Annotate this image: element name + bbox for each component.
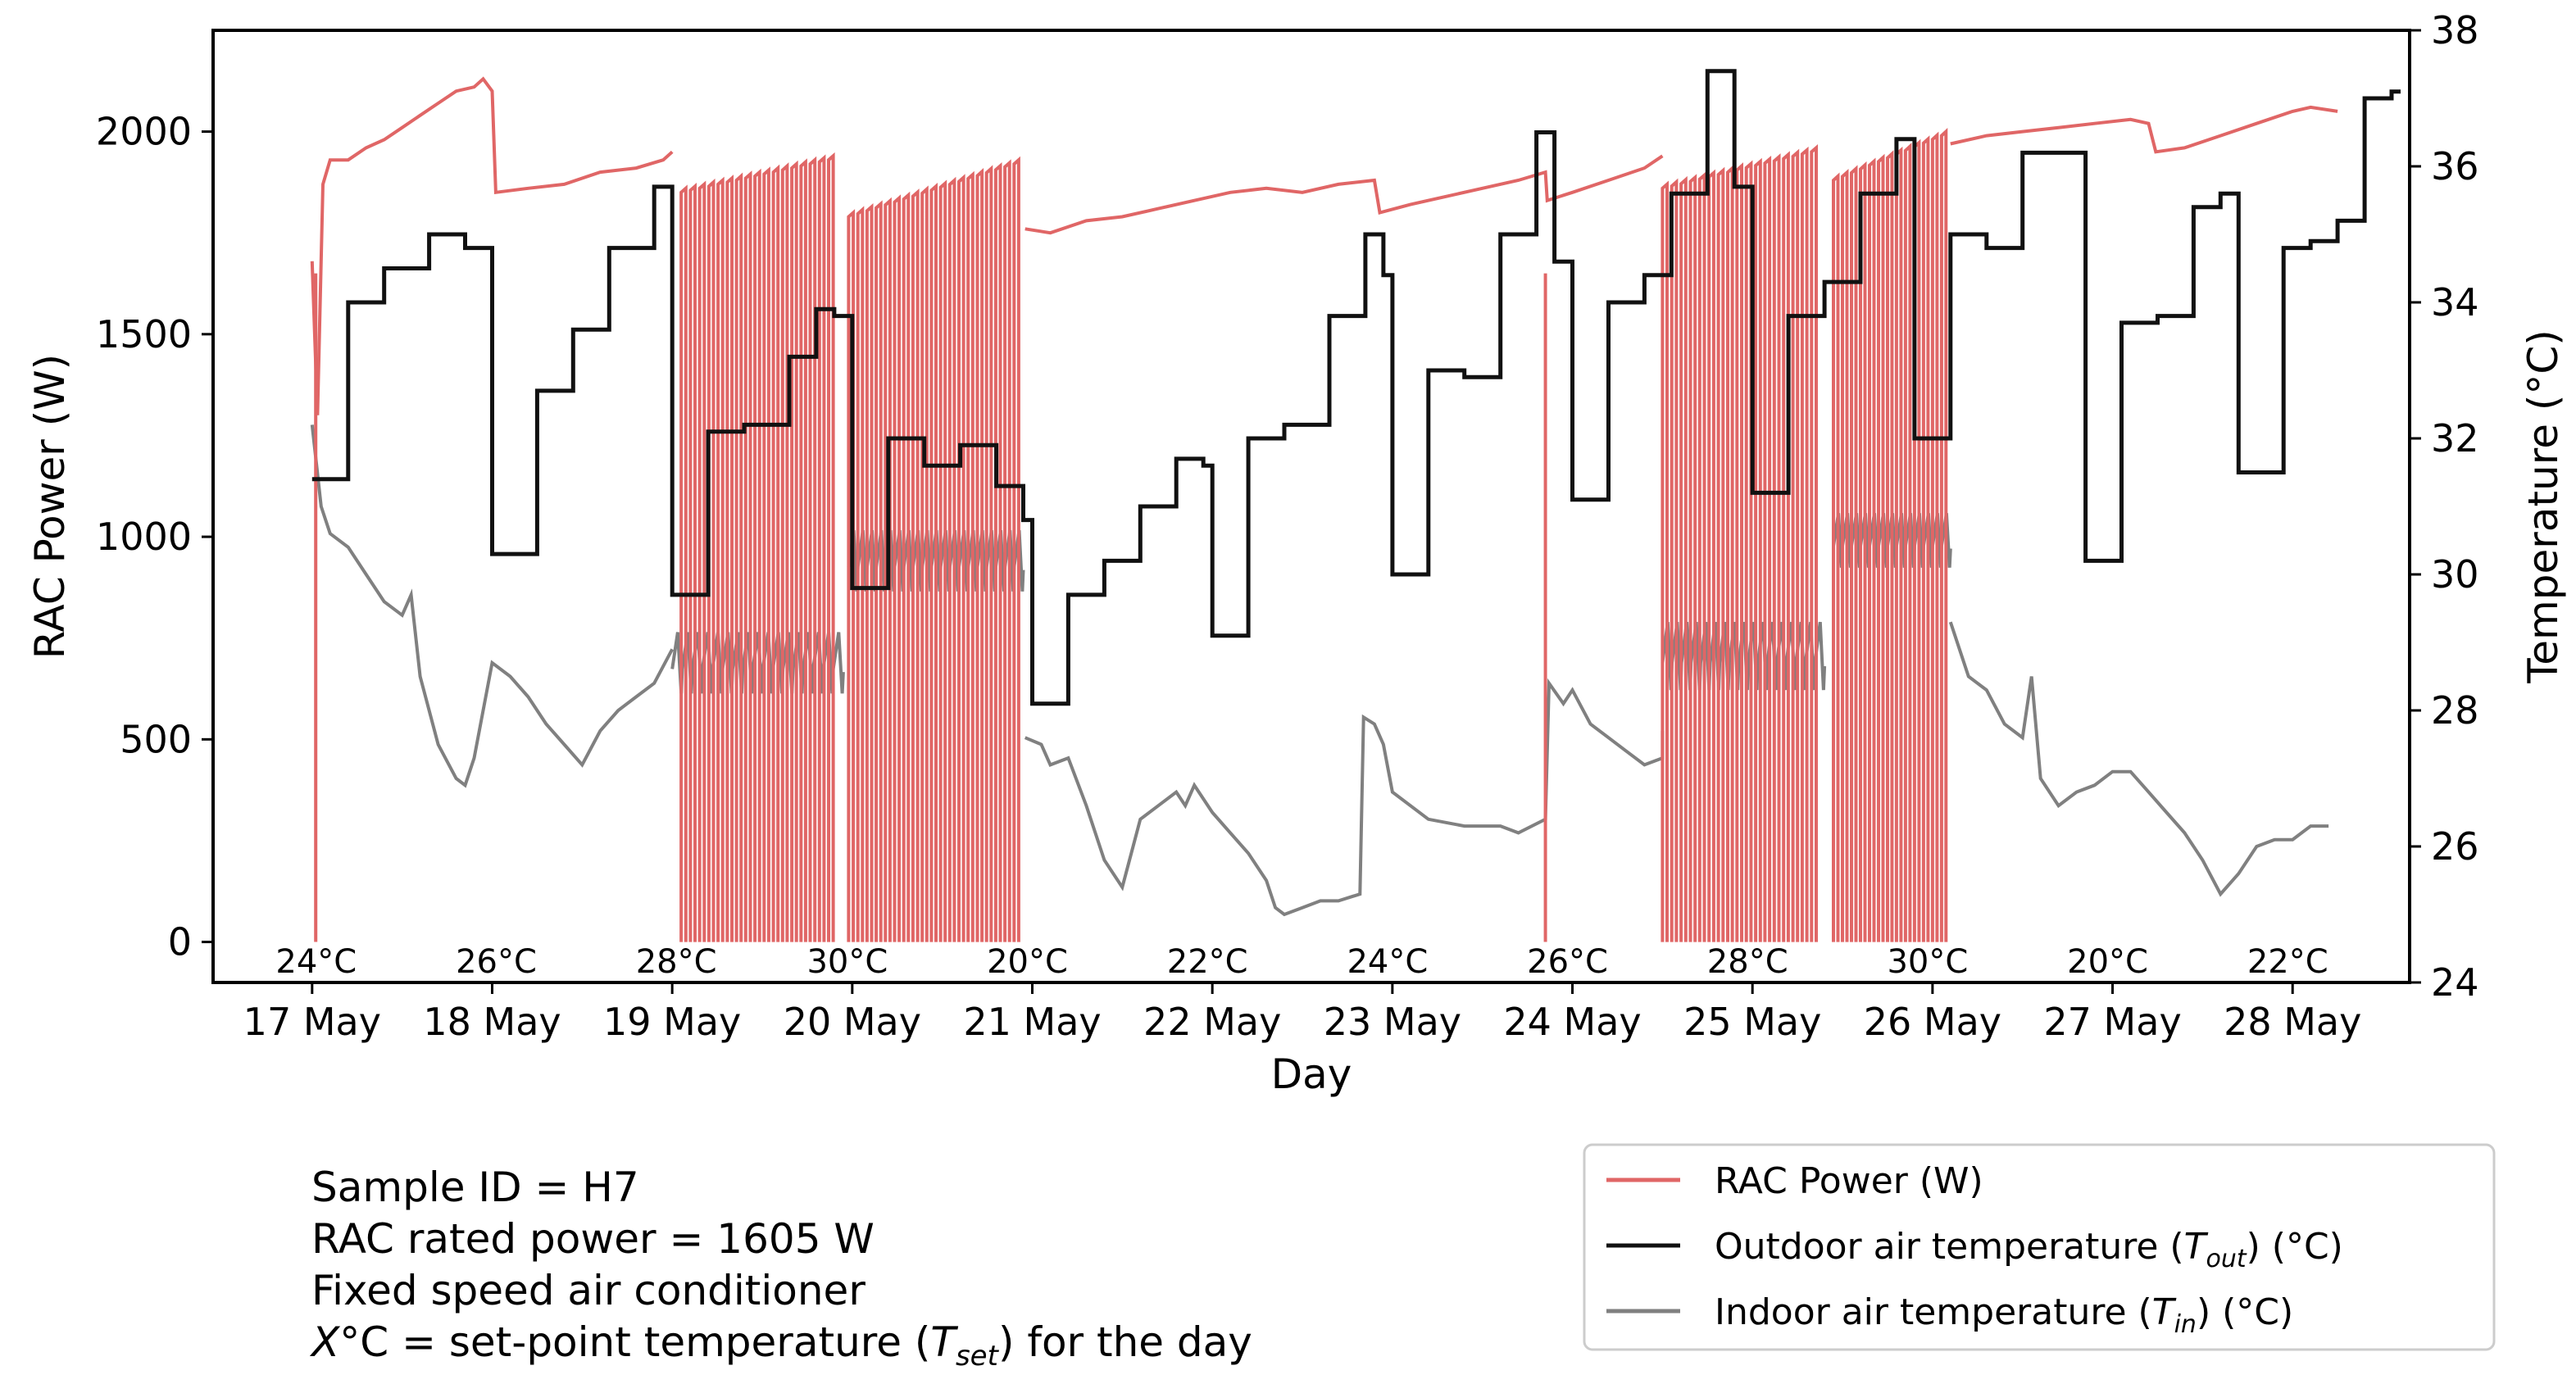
power-cycling-2 xyxy=(1661,144,1818,942)
y-right-tick-label-5: 34 xyxy=(2431,280,2479,324)
y-right-tick-label-0: 24 xyxy=(2431,960,2479,1005)
setpoint-label-5: 22°C xyxy=(1167,943,1248,981)
info-t-sub: set xyxy=(955,1340,998,1373)
info-rated-power: RAC rated power = 1605 W xyxy=(311,1215,875,1263)
plot-area xyxy=(310,69,2401,942)
info-ac-type: Fixed speed air conditioner xyxy=(311,1267,865,1314)
setpoint-label-7: 26°C xyxy=(1527,943,1608,981)
y-axis-left-label: RAC Power (W) xyxy=(26,354,74,659)
y-left-tick-label-2: 1000 xyxy=(96,515,192,559)
legend-frame xyxy=(1583,1143,2496,1351)
legend-outdoor-tail: ) (°C) xyxy=(2247,1226,2343,1268)
y-right-tick-label-7: 38 xyxy=(2431,8,2479,52)
indoor-temp-cycling-0 xyxy=(670,632,845,694)
info-x-var: X xyxy=(311,1318,340,1366)
power-line-1 xyxy=(1024,154,1664,235)
indoor-temp-line-2 xyxy=(1948,621,2329,897)
indoor-temp-line-0 xyxy=(310,424,674,788)
x-tick-label-10: 27 May xyxy=(2043,1000,2181,1044)
x-tick-label-4: 21 May xyxy=(963,1000,1101,1044)
y-axis-left: 0 500 1000 1500 2000 xyxy=(96,110,213,964)
x-axis: 17 May 18 May 19 May 20 May 21 May 22 May 23 M… xyxy=(243,982,2361,1044)
y-right-tick-label-4: 32 xyxy=(2431,416,2479,461)
x-tick-label-6: 23 May xyxy=(1324,1000,1461,1044)
setpoint-label-2: 28°C xyxy=(636,943,717,981)
y-right-tick-label-1: 26 xyxy=(2431,824,2479,869)
y-axis-right: 24 26 28 30 32 34 36 38 xyxy=(2410,8,2479,1005)
legend-indoor-text: Indoor air temperature ( xyxy=(1715,1291,2152,1333)
legend-indoor-var: T xyxy=(2152,1291,2177,1333)
y-axis-right-label: Temperature (°C) xyxy=(2519,329,2567,684)
legend-indoor-tail: ) (°C) xyxy=(2197,1291,2293,1333)
plot-frame xyxy=(211,29,2411,984)
x-tick-label-11: 28 May xyxy=(2224,1000,2361,1044)
setpoint-labels: 24°C 26°C 28°C 30°C 20°C 22°C 24°C 26°C 28°C 30°C… xyxy=(275,943,2328,981)
x-tick-label-3: 20 May xyxy=(784,1000,921,1044)
legend-outdoor-var: T xyxy=(2184,1226,2209,1268)
x-tick-label-8: 25 May xyxy=(1683,1000,1821,1044)
legend-label-outdoor: Outdoor air temperature (Tout) (°C) xyxy=(1715,1226,2343,1273)
legend: RAC Power (W) Outdoor air temperature (T… xyxy=(1583,1143,2496,1351)
setpoint-label-8: 28°C xyxy=(1707,943,1788,981)
x-tick-label-0: 17 May xyxy=(243,1000,381,1044)
legend-indoor-sub: in xyxy=(2174,1310,2197,1339)
setpoint-label-10: 20°C xyxy=(2067,943,2148,981)
setpoint-label-6: 24°C xyxy=(1347,943,1428,981)
legend-label-power: RAC Power (W) xyxy=(1715,1160,1983,1202)
info-tail: ) for the day xyxy=(997,1318,1252,1366)
x-tick-label-7: 24 May xyxy=(1503,1000,1641,1044)
y-left-tick-label-0: 0 xyxy=(168,920,192,964)
info-setpoint-note: X°C = set-point temperature (Tset) for t… xyxy=(311,1317,1252,1382)
power-line-2 xyxy=(1950,105,2338,154)
info-mid: °C = set-point temperature ( xyxy=(339,1318,931,1366)
legend-outdoor-sub: out xyxy=(2206,1245,2247,1273)
legend-label-indoor: Indoor air temperature (Tin) (°C) xyxy=(1715,1291,2293,1339)
outdoor-temp-line xyxy=(311,69,2401,706)
x-axis-label: Day xyxy=(1271,1050,1352,1098)
power-cycling-3 xyxy=(1832,128,1948,942)
info-annotation: Sample ID = H7 RAC rated power = 1605 W … xyxy=(311,1162,1252,1382)
setpoint-label-9: 30°C xyxy=(1887,943,1968,981)
y-left-tick-label-3: 1500 xyxy=(96,312,192,356)
y-right-tick-label-2: 28 xyxy=(2431,688,2479,733)
power-line-0 xyxy=(310,76,674,415)
y-right-tick-label-3: 30 xyxy=(2431,552,2479,597)
x-tick-label-9: 26 May xyxy=(1864,1000,2001,1044)
setpoint-label-4: 20°C xyxy=(987,943,1068,981)
setpoint-label-3: 30°C xyxy=(806,943,888,981)
y-left-tick-label-1: 500 xyxy=(120,717,192,761)
x-tick-label-2: 19 May xyxy=(603,1000,741,1044)
setpoint-label-1: 26°C xyxy=(456,943,537,981)
setpoint-label-0: 24°C xyxy=(275,943,357,981)
info-t-var: T xyxy=(930,1318,956,1366)
y-right-tick-label-6: 36 xyxy=(2431,144,2479,188)
setpoint-label-11: 22°C xyxy=(2247,943,2328,981)
legend-outdoor-text: Outdoor air temperature ( xyxy=(1715,1226,2184,1268)
indoor-temp-line-1 xyxy=(1024,678,1665,917)
power-cycling-0 xyxy=(679,152,835,942)
info-sample-id: Sample ID = H7 xyxy=(311,1164,639,1211)
x-tick-label-5: 22 May xyxy=(1143,1000,1281,1044)
y-left-tick-label-4: 2000 xyxy=(96,110,192,154)
power-cycling-1 xyxy=(847,156,1020,942)
x-tick-label-1: 18 May xyxy=(423,1000,561,1044)
